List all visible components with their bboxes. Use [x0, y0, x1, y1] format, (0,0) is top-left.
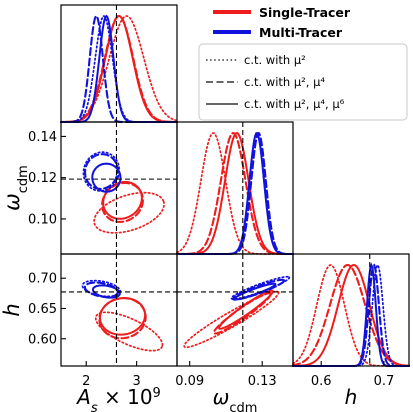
xtick-label-omega_cdm-0: 0.09	[175, 374, 204, 389]
legend-box	[198, 43, 408, 121]
xtick-label-As-1: 3	[133, 374, 141, 389]
frames-layer	[60, 4, 410, 367]
xtick-label-h-1: 0.7	[374, 374, 395, 389]
1d-curve-multi-dotted-h	[292, 264, 410, 367]
1d-curve-single-dotted-As	[60, 15, 178, 123]
2d-contour-multi-dotted-As-omega_cdm	[82, 151, 121, 192]
legend-label-solid: c.t. with μ², μ⁴, μ⁶	[244, 97, 345, 111]
legend: Single-Tracer Multi-Tracer c.t. with μ² c.t…	[198, 5, 408, 121]
1d-curve-single-dotted-h	[292, 264, 410, 367]
xtick-label-omega_cdm-1: 0.13	[248, 374, 277, 389]
legend-label-1: Multi-Tracer	[259, 25, 343, 40]
panel-frame-omega_cdm-h	[176, 253, 294, 367]
1d-curve-single-solid-h	[292, 263, 410, 367]
ytick-label-h-1: 0.65	[28, 302, 57, 317]
1d-curve-multi-dashed-h	[291, 263, 411, 368]
xtick-label-h-0: 0.6	[311, 374, 332, 389]
1d-curve-multi-dotted-omega_cdm	[176, 132, 294, 255]
1d-curve-single-dotted-omega_cdm	[176, 132, 294, 255]
2d-contour-multi-solid-As-omega_cdm	[91, 162, 122, 193]
1d-curve-single-solid-As	[60, 14, 178, 123]
2d-contour-single-solid-As-h	[98, 297, 147, 336]
2d-contour-multi-solid-As-h	[91, 284, 121, 299]
ytick-label-omega_cdm-1: 0.12	[28, 171, 57, 186]
1d-curve-single-dashed-omega_cdm	[175, 131, 295, 256]
xlabel-h: h	[345, 385, 358, 409]
legend-label-dotted: c.t. with μ²	[244, 53, 306, 67]
ytick-label-h-2: 0.70	[28, 272, 57, 287]
2d-contour-multi-dashed-As-omega_cdm	[83, 153, 119, 190]
1d-curve-multi-dashed-omega_cdm	[175, 131, 295, 256]
panel-frame-h-h	[292, 253, 410, 367]
2d-contour-single-dotted-As-h	[94, 311, 164, 352]
2d-contour-single-dashed-As-omega_cdm	[101, 181, 144, 223]
1d-curve-multi-solid-h	[292, 262, 410, 367]
2d-contour-multi-solid-omega_cdm-h	[233, 282, 277, 301]
2d-contour-single-solid-omega_cdm-h	[217, 289, 274, 330]
legend-label-0: Single-Tracer	[259, 5, 351, 20]
fiducial-lines-layer	[61, 5, 371, 366]
curves-layer	[59, 14, 411, 368]
ytick-label-omega_cdm-2: 0.14	[28, 130, 57, 145]
panel-frame-As-omega_cdm	[60, 121, 178, 255]
xlabel-As: As × 109	[75, 385, 161, 412]
1d-curve-single-solid-omega_cdm	[176, 131, 294, 255]
ylabel-omega_cdm: ωcdm	[0, 165, 31, 211]
ylabel-h: h	[0, 303, 24, 316]
xtick-label-As-0: 2	[82, 374, 90, 389]
panel-frame-omega_cdm-omega_cdm	[176, 121, 294, 255]
ytick-label-omega_cdm-0: 0.10	[28, 212, 57, 227]
ytick-label-h-0: 0.60	[28, 332, 57, 347]
2d-contour-multi-dashed-omega_cdm-h	[231, 278, 286, 301]
1d-curve-multi-solid-omega_cdm	[176, 132, 294, 255]
2d-contour-single-dashed-omega_cdm-h	[212, 292, 272, 335]
2d-contour-single-solid-As-omega_cdm	[102, 180, 143, 220]
legend-label-dashed: c.t. with μ², μ⁴	[244, 75, 325, 89]
1d-curve-single-dashed-h	[291, 263, 411, 367]
xlabel-omega_cdm: ωcdm	[213, 385, 258, 412]
